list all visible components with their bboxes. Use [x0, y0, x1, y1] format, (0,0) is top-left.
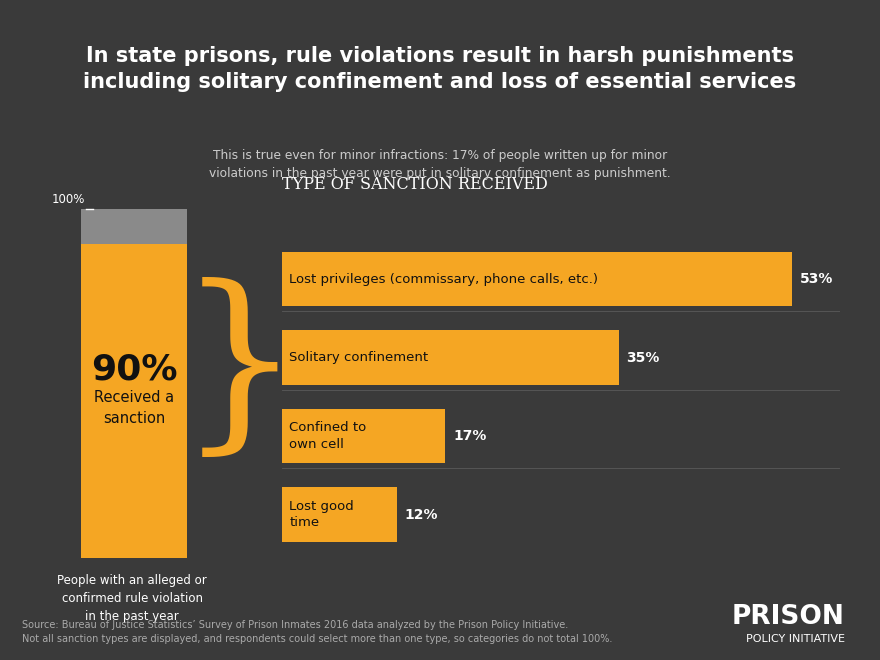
- Text: In state prisons, rule violations result in harsh punishments
including solitary: In state prisons, rule violations result…: [84, 46, 796, 92]
- Bar: [282, 409, 445, 463]
- Text: PRISON: PRISON: [732, 604, 845, 630]
- Text: Source: Bureau of Justice Statistics’ Survey of Prison Inmates 2016 data analyze: Source: Bureau of Justice Statistics’ Su…: [22, 620, 612, 644]
- Text: Confined to
own cell: Confined to own cell: [290, 421, 367, 451]
- Bar: [282, 330, 619, 385]
- Bar: [282, 251, 792, 306]
- Text: People with an alleged or
confirmed rule violation
in the past year: People with an alleged or confirmed rule…: [57, 574, 207, 623]
- Text: Lost good
time: Lost good time: [290, 500, 354, 529]
- Bar: [81, 209, 187, 244]
- Text: TYPE OF SANCTION RECEIVED: TYPE OF SANCTION RECEIVED: [282, 176, 547, 193]
- Text: This is true even for minor infractions: 17% of people written up for minor
viol: This is true even for minor infractions:…: [209, 148, 671, 180]
- Text: 17%: 17%: [453, 429, 487, 443]
- Text: 35%: 35%: [627, 350, 660, 364]
- Text: 53%: 53%: [800, 272, 833, 286]
- Bar: [282, 487, 397, 542]
- Text: 100%: 100%: [52, 193, 85, 207]
- Text: POLICY INITIATIVE: POLICY INITIATIVE: [746, 634, 845, 644]
- Text: Lost privileges (commissary, phone calls, etc.): Lost privileges (commissary, phone calls…: [290, 273, 598, 286]
- Text: 12%: 12%: [405, 508, 438, 521]
- Text: 90%: 90%: [91, 352, 178, 387]
- Bar: [81, 244, 187, 558]
- Text: Solitary confinement: Solitary confinement: [290, 351, 429, 364]
- Text: }: }: [178, 277, 302, 466]
- Text: Received a
sanction: Received a sanction: [94, 390, 174, 426]
